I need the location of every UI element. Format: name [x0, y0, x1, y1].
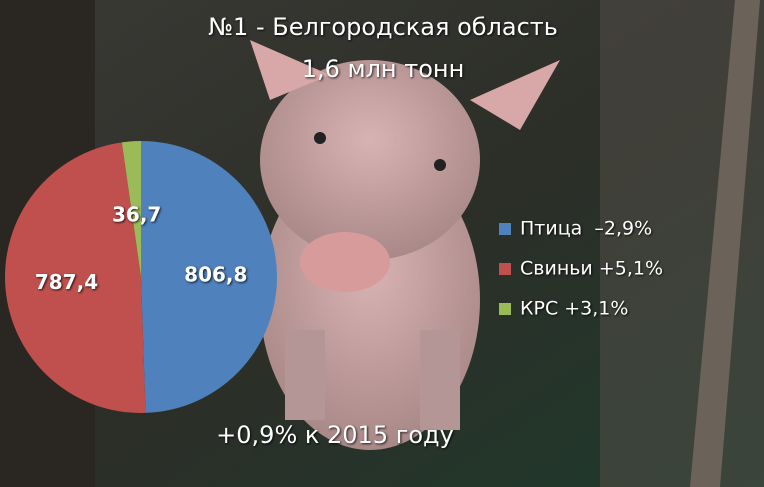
chart-subtitle: 1,6 млн тонн	[302, 55, 465, 83]
legend-swatch	[499, 303, 511, 315]
chart-title: №1 - Белгородская область	[208, 13, 558, 41]
legend-label: Птица –2,9%	[520, 218, 652, 240]
legend-label: КРС +3,1%	[520, 298, 628, 320]
pig	[250, 40, 560, 450]
pie-slice	[4, 142, 146, 414]
pipe	[690, 0, 760, 487]
value-label: 806,8	[184, 262, 247, 286]
annotation: +0,9% к 2015 году	[216, 421, 454, 449]
pie-slice	[141, 141, 278, 413]
value-label: 36,7	[112, 202, 161, 226]
value-label: 787,4	[35, 270, 98, 294]
legend-swatch	[499, 223, 511, 235]
legend-label: Свиньи +5,1%	[520, 258, 663, 280]
pie-slice	[121, 141, 141, 277]
legend-swatch	[499, 263, 511, 275]
